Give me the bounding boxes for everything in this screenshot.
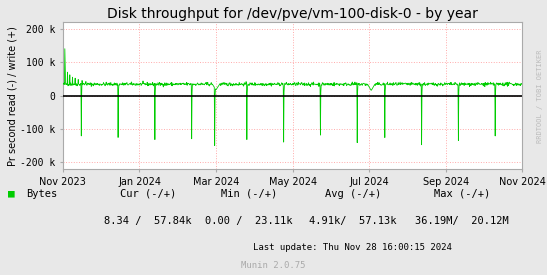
Text: Max (-/+): Max (-/+) [434,189,490,199]
Text: ■: ■ [8,189,15,199]
Text: Bytes: Bytes [26,189,57,199]
Text: Avg (-/+): Avg (-/+) [325,189,381,199]
Y-axis label: Pr second read (-) / write (+): Pr second read (-) / write (+) [7,26,18,166]
Text: 36.19M/  20.12M: 36.19M/ 20.12M [415,216,509,226]
Text: 0.00 /  23.11k: 0.00 / 23.11k [205,216,293,226]
Text: RRDTOOL / TOBI OETIKER: RRDTOOL / TOBI OETIKER [537,50,543,143]
Text: Munin 2.0.75: Munin 2.0.75 [241,260,306,270]
Text: 8.34 /  57.84k: 8.34 / 57.84k [104,216,191,226]
Text: Min (-/+): Min (-/+) [221,189,277,199]
Title: Disk throughput for /dev/pve/vm-100-disk-0 - by year: Disk throughput for /dev/pve/vm-100-disk… [107,7,478,21]
Text: 4.91k/  57.13k: 4.91k/ 57.13k [309,216,397,226]
Text: Last update: Thu Nov 28 16:00:15 2024: Last update: Thu Nov 28 16:00:15 2024 [253,243,452,252]
Text: Cur (-/+): Cur (-/+) [120,189,176,199]
